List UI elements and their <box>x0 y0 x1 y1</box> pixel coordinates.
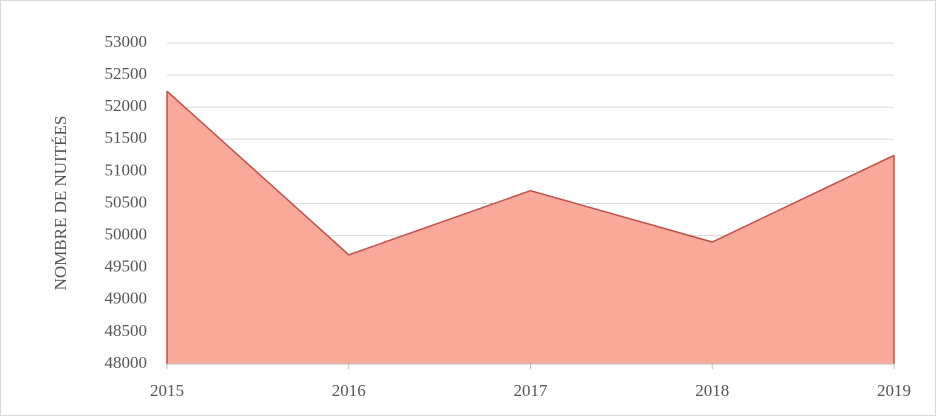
y-tick-label: 50500 <box>105 192 148 211</box>
y-tick-label: 52500 <box>105 64 148 83</box>
area-line <box>166 90 895 256</box>
y-tick-label: 51000 <box>105 160 148 179</box>
y-tick-label: 51500 <box>105 128 148 147</box>
y-tick-label: 48500 <box>105 321 148 340</box>
x-tick-label: 2017 <box>514 381 549 400</box>
x-tick-label: 2019 <box>877 381 911 400</box>
x-tick-label: 2015 <box>150 381 184 400</box>
y-tick-label: 49500 <box>105 257 148 276</box>
x-tick-label: 2018 <box>695 381 729 400</box>
y-tick-label: 50000 <box>105 225 148 244</box>
x-tick-label: 2016 <box>332 381 366 400</box>
y-tick-label: 53000 <box>105 32 148 51</box>
y-tick-label: 49000 <box>105 289 148 308</box>
area <box>167 91 894 365</box>
y-tick-label: 48000 <box>105 353 148 372</box>
y-axis-title: NOMBRE DE NUITÉES <box>51 116 70 291</box>
y-tick-label: 52000 <box>105 96 148 115</box>
